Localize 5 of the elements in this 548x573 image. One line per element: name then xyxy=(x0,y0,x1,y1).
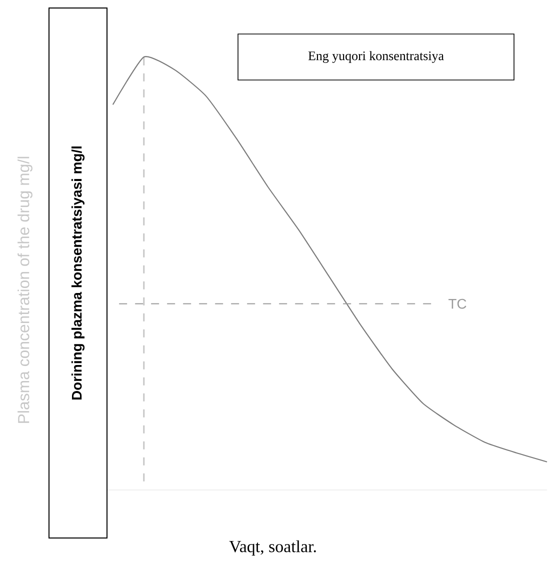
text: Plasma concentration of the drug mg/l xyxy=(18,156,33,423)
annotation: Eng yuqori konsentratsiya xyxy=(308,51,444,63)
x-axis-title: Vaqt, soatlar. xyxy=(229,540,316,556)
y-axis-title: Dorining plazma konsentratsiyasi mg/l xyxy=(72,146,85,400)
ref-line-label: TC xyxy=(448,298,466,309)
